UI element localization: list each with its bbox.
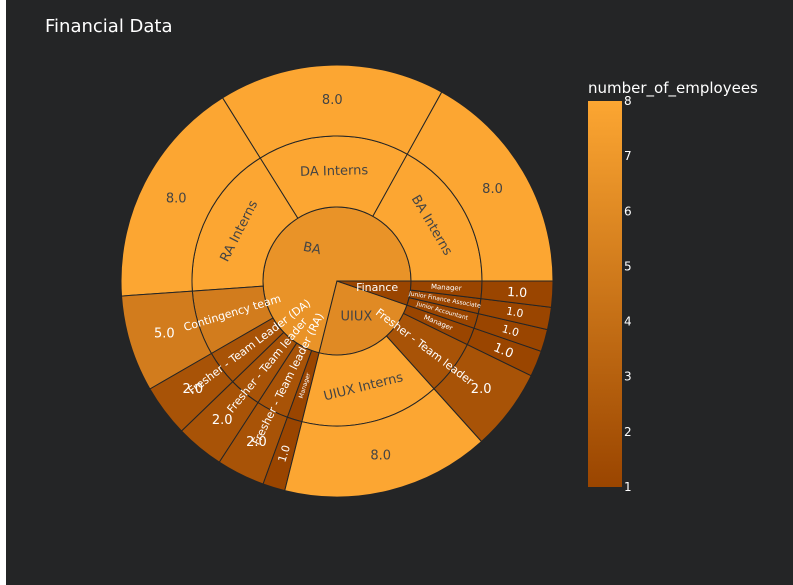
segment-value-manager-uiux[interactable] [466,327,542,377]
segment-value-fresher-team-leader-da[interactable] [149,352,234,432]
segment-value-uiux-interns[interactable] [284,388,483,498]
colorbar-tick: 3 [624,370,632,384]
segment-value-ra-interns[interactable] [120,97,261,297]
value-label-manager-ba: 1.0 [276,443,293,463]
colorbar-tick: 6 [624,204,632,218]
segment-value-manager-ba[interactable] [262,416,303,492]
value-label-ba-interns: 8.0 [482,182,503,197]
label-da-interns: DA Interns [300,163,369,180]
colorbar: number_of_employees 1 2 3 4 5 6 7 8 [588,79,758,494]
value-label-junior-accountant: 1.0 [500,322,520,339]
label-finance: Finance [356,281,398,294]
segment-value-fresher-team-leader-uiux[interactable] [433,343,532,443]
colorbar-tick: 2 [624,425,632,439]
chart-title: Financial Data [45,16,173,37]
segment-value-junior-finance-associate[interactable] [477,298,552,331]
colorbar-gradient [588,101,622,487]
colorbar-tick: 8 [624,94,632,108]
value-label-manager-finance: 1.0 [507,284,528,300]
value-label-fresher-team-leader-uiux: 2.0 [471,382,492,397]
value-label-fresher-team-leader-da: 2.0 [183,382,204,397]
label-ba: BA [302,240,323,258]
value-label-fresher-team-leader-ra: 2.0 [246,435,267,450]
value-label-manager-uiux: 1.0 [492,339,516,361]
value-label-da-interns: 8.0 [322,93,343,108]
label-manager-finance: Manager [431,283,462,293]
value-label-junior-finance-associate: 1.0 [505,304,524,320]
segment-value-junior-accountant[interactable] [473,313,549,352]
colorbar-tick: 5 [624,259,632,273]
chart-canvas: Financial Data BA UIUX Finance DA Interns 8.… [6,0,793,585]
segment-value-fresher-team-leader-ba[interactable] [180,381,259,463]
colorbar-tick: 1 [624,480,632,494]
colorbar-tick: 7 [624,149,632,163]
value-label-fresher-team-leader-ba: 2.0 [212,413,233,428]
value-label-uiux-interns: 8.0 [370,449,391,464]
value-label-ra-interns: 8.0 [166,192,187,207]
sunburst-chart: Financial Data BA UIUX Finance DA Interns 8.… [45,16,758,498]
segment-value-contingency-team[interactable] [120,290,213,390]
label-uiux: UIUX [341,309,373,324]
colorbar-tick: 4 [624,315,632,329]
value-label-contingency-team: 5.0 [154,326,175,341]
colorbar-title: number_of_employees [588,79,758,98]
segment-value-manager-finance[interactable] [480,280,554,308]
